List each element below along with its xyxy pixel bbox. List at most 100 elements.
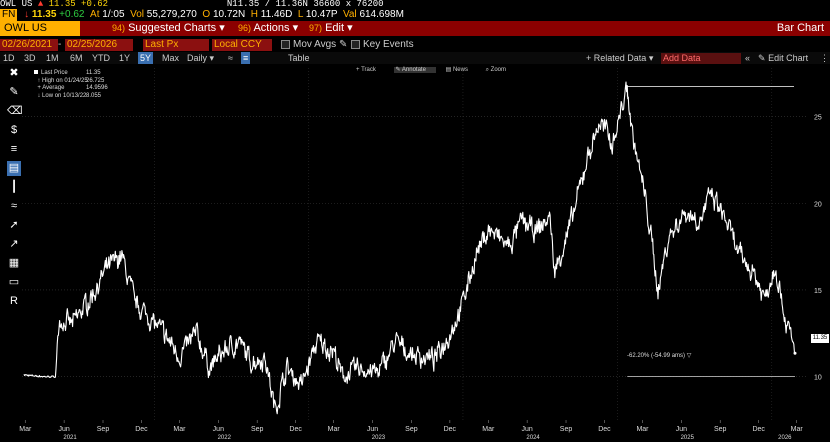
related-data-button[interactable]: + Related Data ▾ [586,52,653,64]
bar-style-icon[interactable]: ≡ [241,52,251,64]
track-label: Track [361,67,376,73]
legend-row: ↑ High on 01/24/25 26.725 [34,77,105,84]
period-ytd[interactable]: YTD [92,53,110,63]
value-traded: 614.698M [359,9,404,20]
edit-chart-label: Edit Chart [768,53,809,63]
price-level-icon[interactable]: $ [10,124,18,136]
x-tick-label: Dec [289,426,302,433]
pencil-icon: ✎ [758,53,766,63]
period-5y[interactable]: 5Y [138,52,154,64]
ruler-icon[interactable]: ┃ [10,181,18,193]
last-price: 11.35 [31,9,57,20]
x-tick-label: Sep [251,426,264,433]
period-bar: 1D 3D 1M 6M YTD 1Y 5Y Max Daily ▾ ≈ ≡ Ta… [0,52,830,64]
controls-bar: 02/26/2021 - 02/25/2026 Last Px Local CC… [0,38,830,51]
year-label: 2023 [372,435,386,441]
x-tick-label: Dec [444,426,457,433]
menu-number: 96) [238,23,252,33]
chevron-down-icon: ▾ [219,22,225,34]
legend-swatch [34,70,38,75]
year-label: 2022 [218,435,232,441]
arrow-line-icon[interactable]: ↗ [9,238,19,250]
start-date-input[interactable]: 02/26/2021 [0,39,58,51]
open-label: O [202,9,211,20]
legend-value: 26.725 [86,77,105,84]
period-6m[interactable]: 6M [70,53,83,63]
period-1d[interactable]: 1D [3,53,15,63]
end-date-input[interactable]: 02/25/2026 [65,39,133,51]
add-data-input[interactable]: Add Data [661,53,741,64]
ticker-last: 11.35 [48,0,76,9]
news-button[interactable]: ▤ News [445,67,468,73]
currency-select-label: Local CCY [214,39,262,50]
x-tick-label: Mar [482,426,495,433]
annotation-icon[interactable]: ≈ [10,200,18,212]
eraser-icon[interactable]: ⌫ [7,105,23,117]
text-icon[interactable]: R [10,295,18,307]
x-tick-label: Jun [522,426,533,433]
x-tick-label: Jun [676,426,687,433]
field-select[interactable]: Last Px [143,39,209,51]
ticker-symbol: OWL US [0,0,33,9]
period-1m[interactable]: 1M [46,53,59,63]
menu-label: Suggested Charts [128,22,217,34]
at-label: At [90,9,100,20]
channel-icon[interactable]: ▦ [8,257,20,269]
more-menu-icon[interactable]: ⋮ [820,53,829,63]
mov-avgs-toggle[interactable]: Mov Avgs ✎ [281,39,347,51]
frequency-select[interactable]: Daily ▾ [187,52,214,64]
annotate-label: Annotate [401,67,426,73]
period-1y[interactable]: 1Y [119,53,131,63]
legend-value: 8.055 [86,92,102,99]
x-tick-label: Sep [97,426,110,433]
cursor-icon[interactable]: ✖ [9,67,19,79]
currency-select[interactable]: Local CCY [212,39,272,51]
period-3d[interactable]: 3D [24,53,36,63]
security-field[interactable]: OWL US Equity [0,21,80,49]
zoom-button[interactable]: ⌕ Zoom [485,67,506,73]
collapse-icon[interactable]: « [745,53,751,63]
table-button[interactable]: Table [288,53,310,63]
open-value: 10.72N [212,9,246,20]
pencil-icon: ✎ [338,39,348,50]
menu-suggested-charts[interactable]: 94) Suggested Charts ▾ [112,21,225,36]
legend-row: Last Price 11.35 [34,70,101,78]
rectangle-icon[interactable]: ▭ [8,276,20,288]
menu-actions[interactable]: 96) Actions ▾ [238,21,298,36]
legend-row: + Average 14.9596 [34,85,108,91]
checkbox-icon [281,39,290,49]
field-select-label: Last Px [145,39,179,50]
legend-label: Average [42,85,65,91]
menu-edit[interactable]: 97) Edit ▾ [309,21,353,36]
year-label: 2026 [778,435,792,441]
year-label: 2025 [681,435,695,441]
x-tick-label: Jun [58,426,69,433]
chevron-down-icon: ▾ [347,22,353,34]
chart-toolbar: + Track ✎ Annotate ▤ News ⌕ Zoom [356,66,522,75]
legend-value: 14.9596 [86,85,108,91]
down-arrow-icon: ↓ [24,9,30,20]
x-tick-label: Mar [791,426,804,433]
key-events-toggle[interactable]: Key Events [351,39,414,51]
val-label: Val [342,9,357,20]
news-label: News [452,67,468,73]
fib-icon[interactable]: ≡ [10,143,18,155]
menu-number: 94) [112,23,126,33]
pen-icon[interactable]: ✎ [9,86,19,98]
legend-label: High on 01/24/25 [42,77,88,84]
ticker-strip: OWL US ▲ 11.35 +0.62 N11.35 / 11.36N 366… [0,0,830,9]
period-max[interactable]: Max [162,53,180,63]
annotate-button[interactable]: ✎ Annotate [393,67,436,73]
trendline-icon[interactable]: ➚ [9,219,19,231]
key-events-label: Key Events [363,39,414,50]
low-label: L [297,9,304,20]
layout-icon[interactable]: ▤ [7,161,21,176]
drawdown-label: -62.20% (-54.99 ams) [627,353,686,359]
fn-tag: FN [0,9,18,21]
track-button[interactable]: + Track [356,67,376,73]
line-style-icon[interactable]: ≈ [228,53,233,63]
edit-chart-button[interactable]: ✎ Edit Chart [758,52,808,64]
chart-type-title: Bar Chart [776,22,824,34]
legend-label: Last Price [41,70,68,76]
